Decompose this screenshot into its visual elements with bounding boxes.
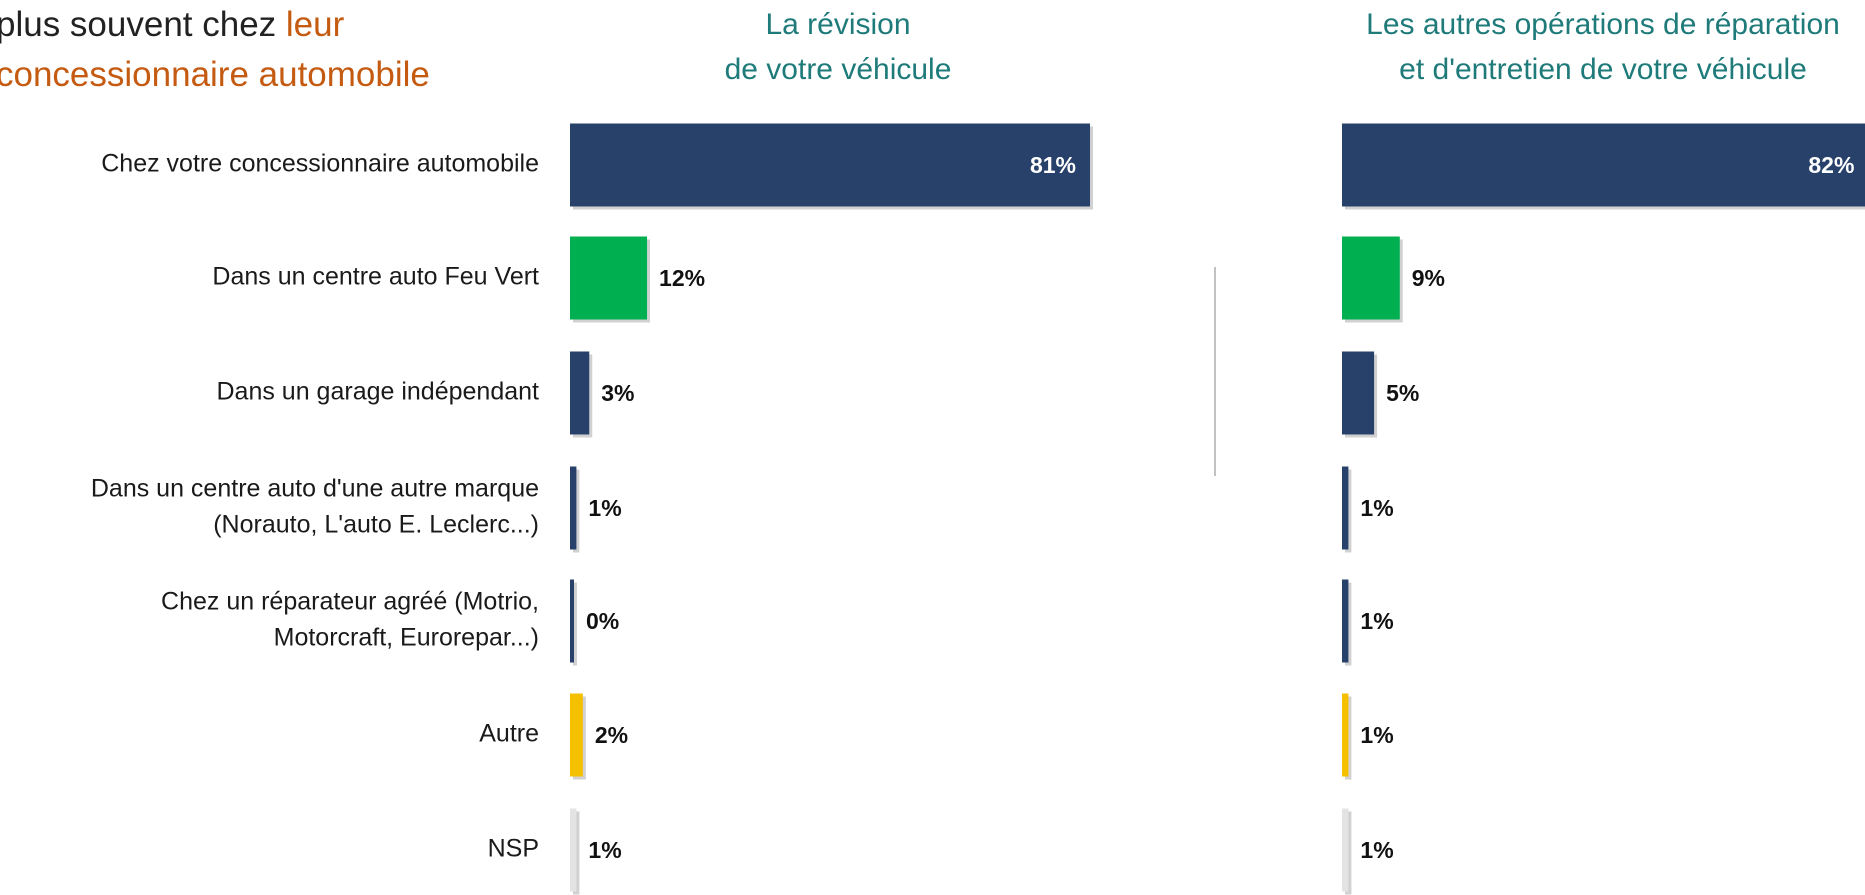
panel-title: La révision [765,8,910,41]
bar [1342,236,1400,320]
category-label: NSP [488,835,539,863]
panel-title: et d'entretien de votre véhicule [1399,53,1807,86]
category-label: Autre [479,720,539,748]
value-label: 2% [595,722,628,748]
headline-part: leur [286,5,345,44]
category-label: Chez un réparateur agréé (Motrio, [161,588,539,616]
value-label: 1% [588,495,621,521]
value-label: 1% [1360,495,1393,521]
value-label: 1% [1360,608,1393,634]
value-label: 81% [1030,152,1076,178]
panel-title: Les autres opérations de réparation [1366,8,1840,41]
bar [570,466,577,550]
bar-shadow [573,582,577,666]
value-label: 5% [1386,380,1419,406]
value-label: 82% [1808,152,1854,178]
value-label: 1% [1360,837,1393,863]
bar [1342,123,1865,207]
category-label: Dans un centre auto d'une autre marque [91,475,539,503]
category-label: Dans un garage indépendant [217,378,540,406]
value-label: 12% [659,265,705,291]
value-label: 1% [588,837,621,863]
value-label: 9% [1412,265,1445,291]
bar [570,693,583,777]
value-label: 3% [601,380,634,406]
bar [1342,351,1375,435]
bar [570,579,574,663]
bar [570,236,648,320]
headline: plus souvent chez leur [0,5,345,44]
headline: concessionnaire automobile [0,55,430,94]
bar [1342,808,1349,892]
panel-title: de votre véhicule [725,53,952,86]
headline-part: concessionnaire automobile [0,55,430,94]
bar [1342,693,1349,777]
category-label: (Norauto, L'auto E. Leclerc...) [213,511,539,539]
value-label: 1% [1360,722,1393,748]
category-label: Dans un centre auto Feu Vert [212,263,539,291]
category-label: Chez votre concessionnaire automobile [101,150,539,178]
bar [570,808,577,892]
value-label: 0% [586,608,619,634]
bar [1342,579,1349,663]
bar [570,351,590,435]
bar [1342,466,1349,550]
category-label: Motorcraft, Eurorepar...) [274,624,539,652]
headline-part: plus souvent chez [0,5,286,44]
bar [570,123,1091,207]
